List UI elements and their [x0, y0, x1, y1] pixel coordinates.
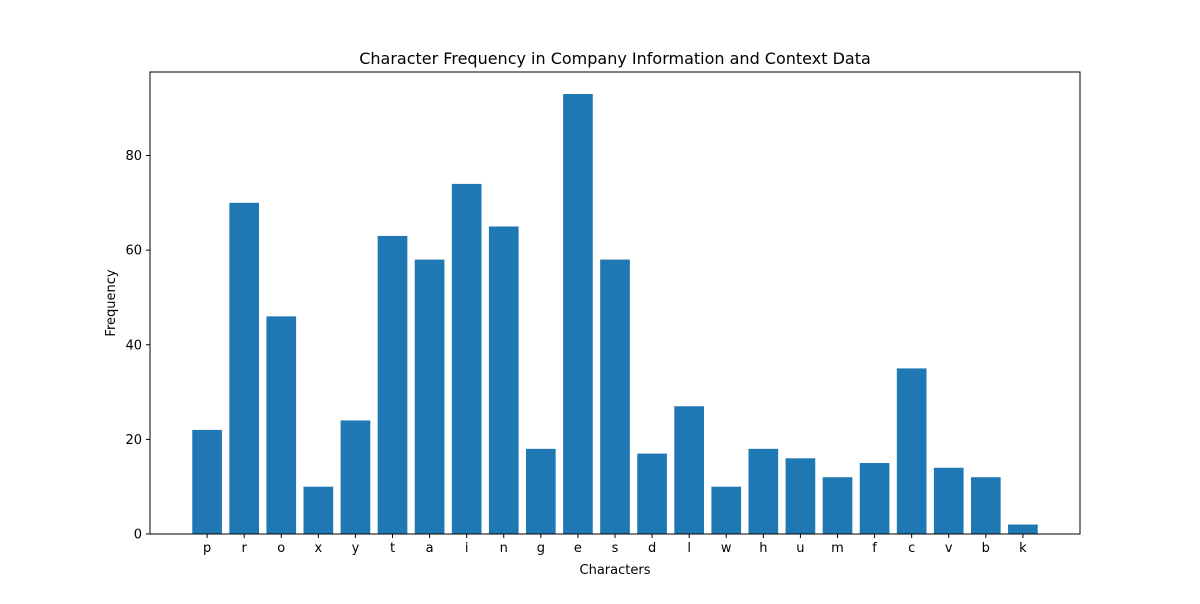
- y-tick-label: 0: [134, 528, 142, 543]
- x-tick-label: y: [352, 541, 360, 556]
- x-tick-label: a: [426, 541, 434, 556]
- bar-o: [266, 316, 297, 534]
- x-tick-label: f: [872, 541, 877, 556]
- bar-h: [748, 448, 779, 534]
- bar-p: [192, 429, 222, 534]
- x-tick-label: u: [796, 541, 804, 556]
- bar-x: [303, 486, 334, 534]
- x-tick-label: m: [831, 541, 844, 556]
- y-tick-label: 20: [125, 433, 142, 448]
- x-tick-label: v: [945, 541, 953, 556]
- bar-c: [896, 368, 927, 534]
- bar-f: [859, 463, 890, 534]
- bar-g: [526, 448, 556, 534]
- x-tick-label: l: [687, 541, 691, 556]
- chart-title: Character Frequency in Company Informati…: [359, 49, 871, 68]
- x-tick-label: x: [314, 541, 322, 556]
- bar-k: [1008, 524, 1038, 534]
- bar-l: [674, 406, 704, 534]
- y-tick-label: 80: [125, 149, 142, 164]
- x-tick-label: t: [390, 541, 395, 556]
- y-axis-label: Frequency: [104, 269, 119, 336]
- bar-u: [785, 458, 816, 534]
- y-axis: 0 20 40 60 80: [125, 149, 150, 543]
- x-tick-label: s: [612, 541, 619, 556]
- bar-t: [377, 235, 408, 534]
- x-tick-label: b: [982, 541, 990, 556]
- bar-d: [637, 453, 667, 534]
- bar-v: [933, 467, 964, 534]
- bar-s: [600, 259, 630, 534]
- bar-w: [711, 486, 742, 534]
- bar-n: [488, 226, 519, 534]
- x-tick-label: d: [648, 541, 656, 556]
- x-tick-label: n: [500, 541, 508, 556]
- x-tick-label: i: [465, 541, 469, 556]
- bar-r: [229, 202, 260, 534]
- bar-m: [822, 477, 853, 534]
- bar-b: [970, 477, 1001, 534]
- x-axis-label: Characters: [580, 563, 651, 578]
- x-tick-label: h: [759, 541, 767, 556]
- y-tick-label: 60: [125, 244, 142, 259]
- x-tick-label: p: [203, 541, 211, 556]
- bar-y: [340, 420, 371, 534]
- bar-a: [414, 259, 445, 534]
- x-tick-label: c: [908, 541, 915, 556]
- bar-i: [451, 183, 482, 534]
- x-tick-label: e: [574, 541, 582, 556]
- x-tick-label: w: [721, 541, 732, 556]
- x-tick-label: g: [537, 541, 545, 556]
- x-tick-label: r: [242, 541, 248, 556]
- x-tick-label: k: [1019, 541, 1027, 556]
- bar-e: [563, 94, 593, 534]
- y-tick-label: 40: [125, 338, 142, 353]
- bars-group: [192, 94, 1038, 534]
- x-tick-label: o: [277, 541, 285, 556]
